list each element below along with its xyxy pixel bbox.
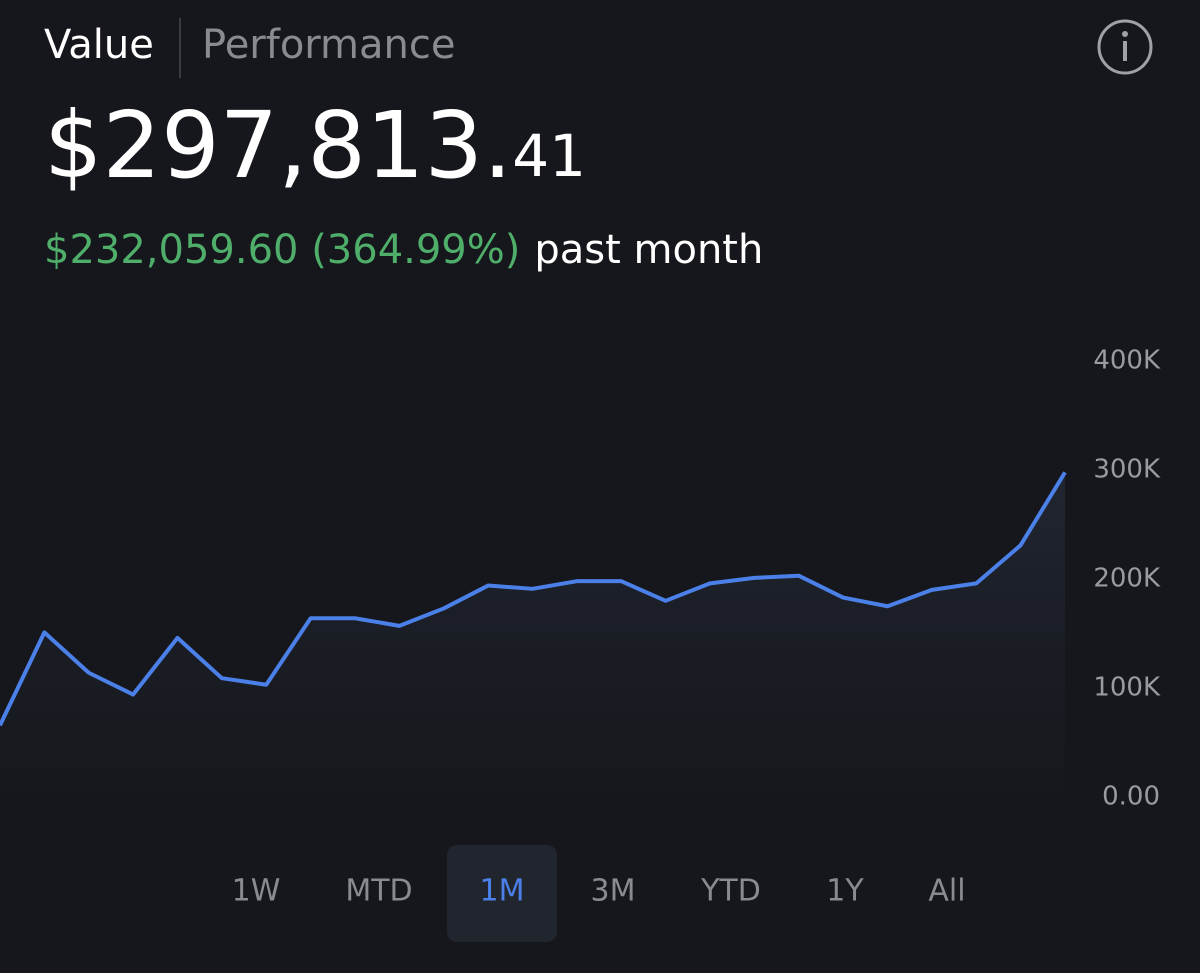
range-label: 3M [591,874,636,909]
change-period: past month [534,227,763,273]
change-amount: $232,059.60 (364.99%) [44,227,520,273]
info-icon [1097,19,1153,75]
range-selector: 1W MTD 1M 3M YTD 1Y All [232,845,966,942]
tab[interactable]: Value [44,22,154,68]
tab[interactable]: Performance [202,22,455,68]
value-line [0,471,1067,727]
range-label: MTD [345,874,412,909]
range-label: YTD [700,874,761,909]
range-label: 1M [480,874,525,909]
range-button[interactable]: 3M [591,874,636,909]
range-button[interactable]: YTD [700,874,761,909]
range-label: All [928,874,965,909]
info-icon-dot [1122,31,1128,37]
y-tick-label: 300K [1093,455,1161,485]
change-line: $232,059.60 (364.99%) past month [44,227,763,273]
range-button[interactable]: All [928,874,965,909]
range-button[interactable]: MTD [345,874,412,909]
range-label: 1Y [826,874,864,909]
info-button[interactable] [1097,19,1153,75]
range-label: 1W [232,874,281,909]
range-button[interactable]: 1Y [826,874,864,909]
info-icon-bar [1123,41,1127,61]
range-button[interactable]: 1M [447,845,557,942]
area-fill [0,472,1065,797]
balance-cents: 41 [512,122,586,190]
balance-whole: $297,813. [44,92,512,199]
y-tick-label: 0.00 [1102,782,1160,812]
chart: 0.00 100K 200K 300K 400K [0,346,1161,812]
balance: $297,813.41 [44,92,586,199]
y-tick-label: 200K [1093,564,1161,594]
range-button[interactable]: 1W [232,874,281,909]
y-tick-label: 100K [1093,673,1161,703]
range-highlight [447,845,557,942]
y-tick-label: 400K [1093,346,1161,376]
